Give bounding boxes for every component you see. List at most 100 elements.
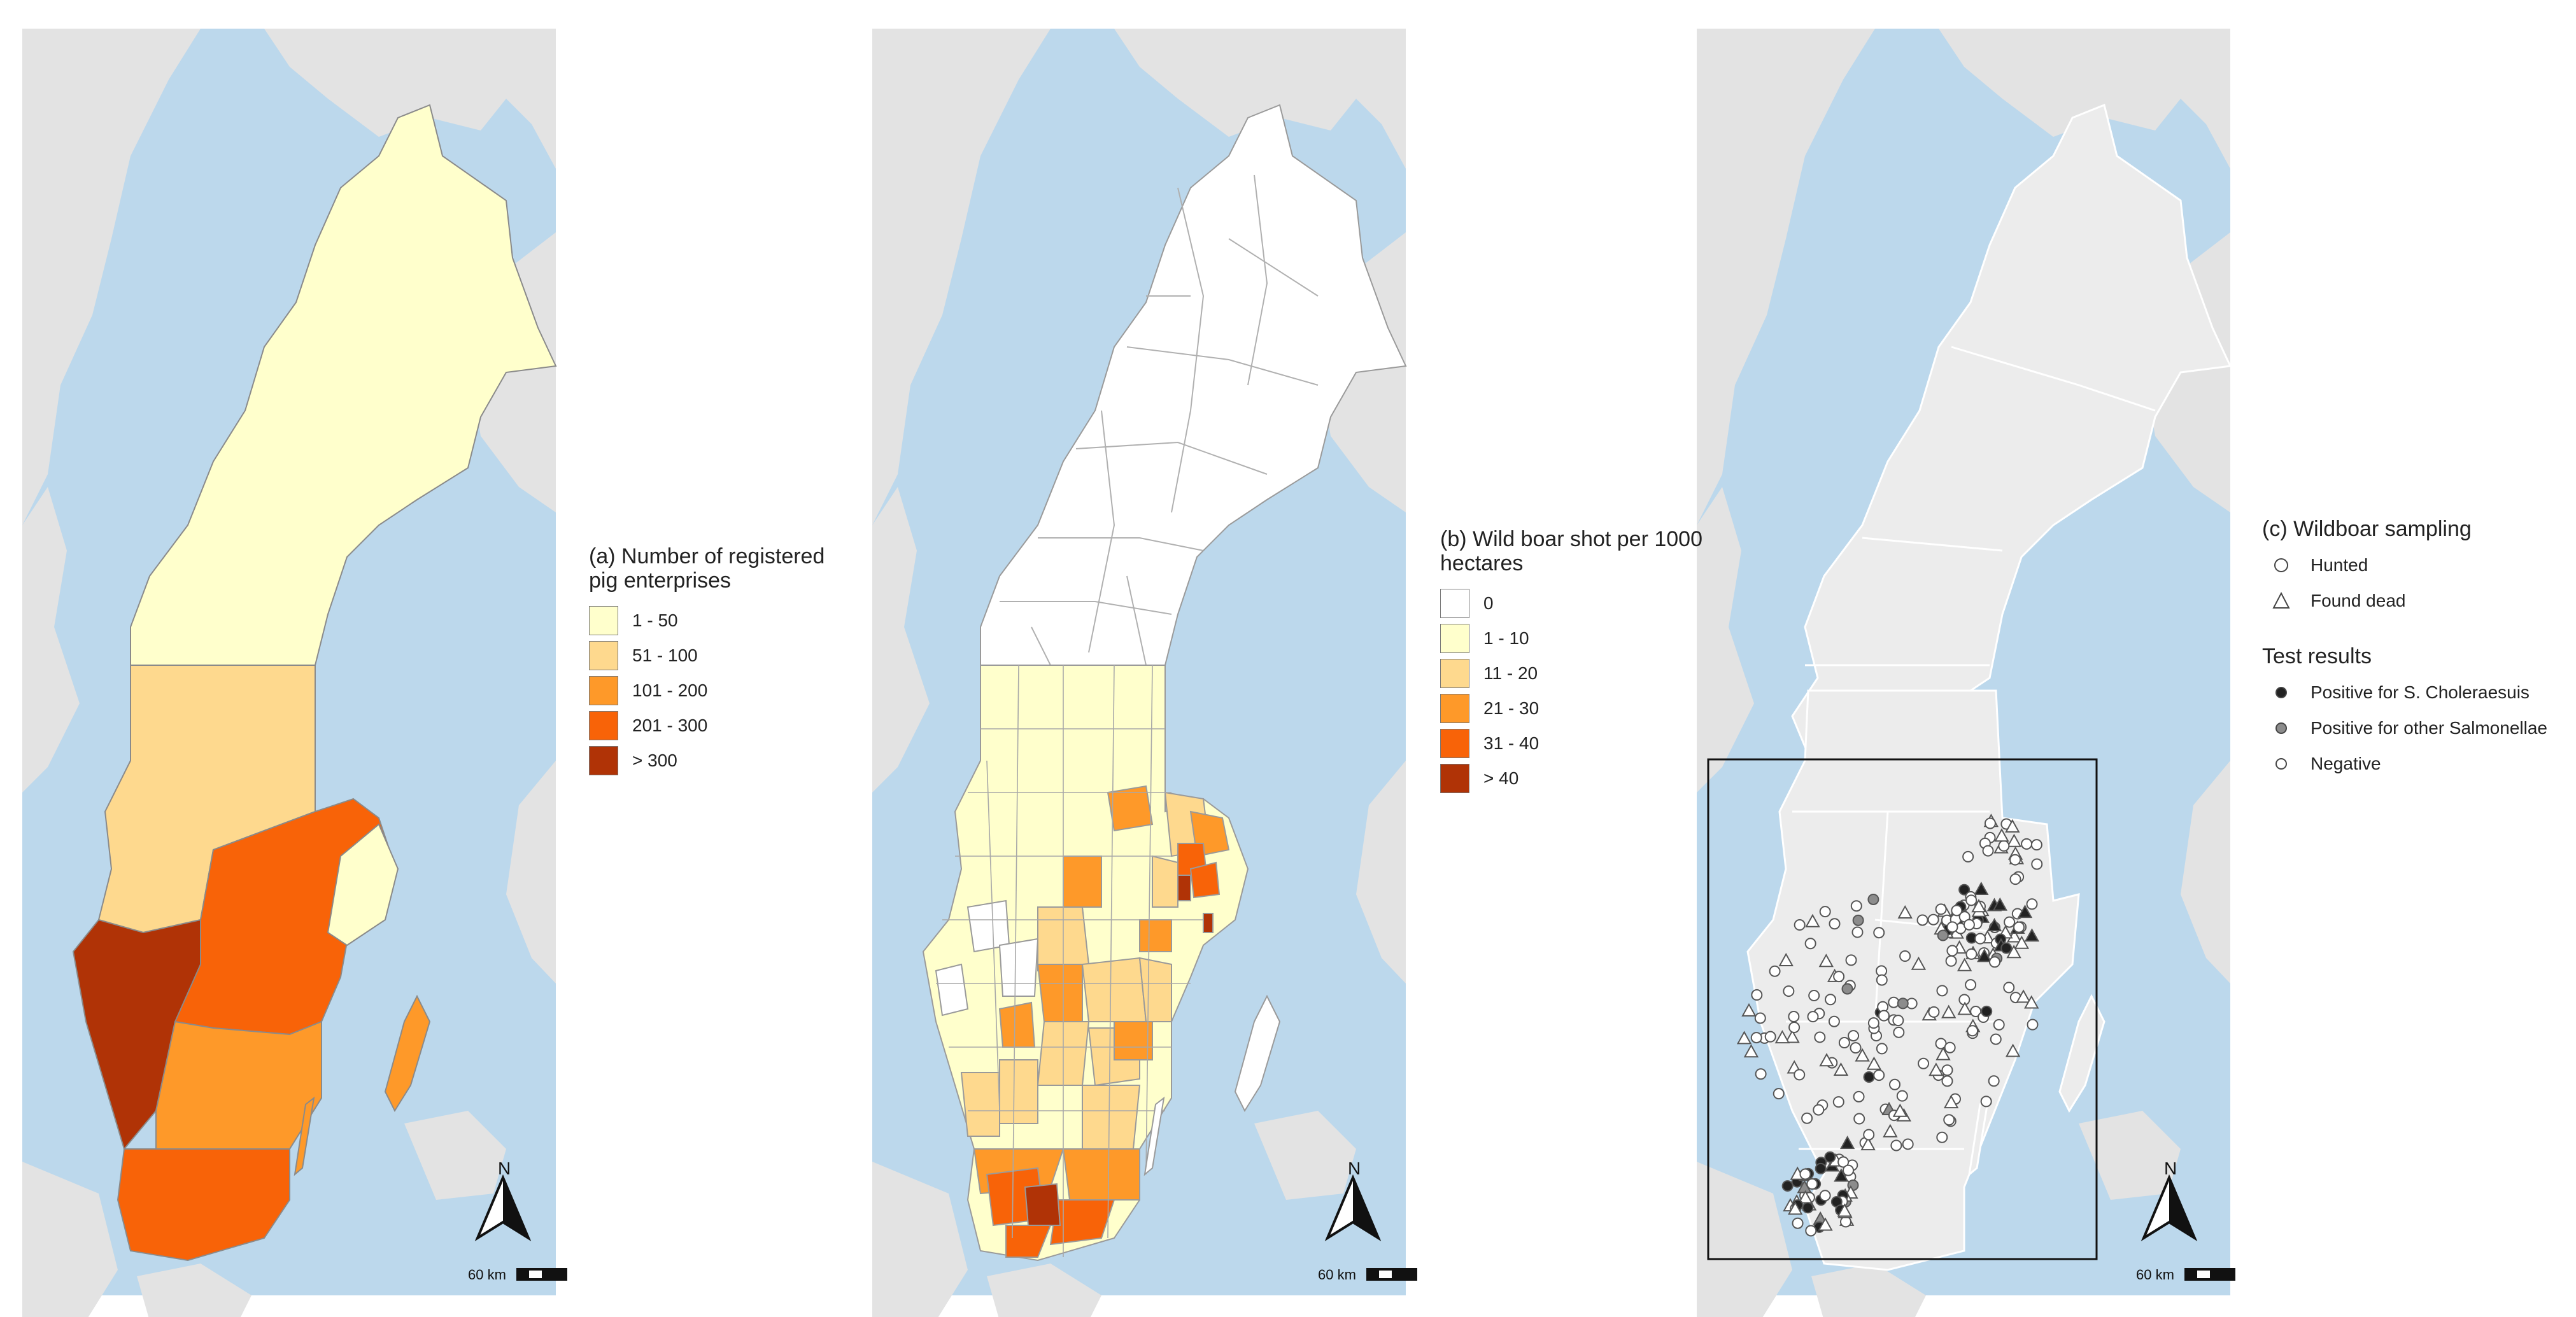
found-dead-marker bbox=[2017, 905, 2033, 919]
hunted-marker bbox=[1936, 985, 1948, 997]
legend-label: Positive for S. Choleraesuis bbox=[2311, 682, 2530, 702]
found-dead-marker bbox=[1736, 1031, 1752, 1045]
hunted-marker bbox=[1829, 918, 1841, 930]
hunted-marker bbox=[2031, 858, 2043, 870]
hunted-marker bbox=[1876, 974, 1888, 986]
hunted-marker bbox=[1958, 884, 1971, 896]
result-dot-icon bbox=[2262, 754, 2300, 773]
hunted-marker bbox=[1769, 965, 1781, 977]
found-dead-marker bbox=[1986, 918, 2002, 932]
found-dead-marker bbox=[1936, 1046, 1951, 1060]
legend-a: (a) Number of registered pig enterprises… bbox=[589, 544, 856, 778]
hunted-marker bbox=[2003, 982, 2015, 994]
hunted-marker bbox=[1993, 1018, 2005, 1031]
found-dead-marker bbox=[1778, 952, 1794, 966]
hunted-marker bbox=[1928, 1006, 1940, 1018]
region-gotland bbox=[2058, 994, 2105, 1113]
hunted-marker bbox=[1981, 1005, 1993, 1017]
found-dead-marker bbox=[1928, 1062, 1944, 1076]
hunted-marker bbox=[1965, 894, 1978, 906]
north-label: N bbox=[1348, 1159, 1361, 1178]
found-dead-marker bbox=[1957, 957, 1972, 971]
hunted-marker bbox=[1806, 1178, 1818, 1190]
found-dead-marker bbox=[1883, 1123, 1898, 1137]
hunted-marker bbox=[1943, 1114, 1955, 1126]
hunted-marker bbox=[1873, 927, 1885, 939]
hunted-marker bbox=[1984, 817, 1996, 829]
north-label: N bbox=[2164, 1159, 2177, 1178]
hunted-marker bbox=[1805, 1225, 1817, 1237]
hunted-marker bbox=[1982, 845, 1994, 857]
north-arrow: N bbox=[2141, 1159, 2198, 1242]
map-panel-a: N 60 km bbox=[22, 29, 567, 1317]
north-arrow: N bbox=[1324, 1159, 1382, 1242]
hunted-marker bbox=[1962, 850, 1974, 863]
legend-label: > 300 bbox=[632, 750, 677, 770]
hunted-marker bbox=[1935, 903, 1947, 915]
hunted-marker bbox=[1927, 913, 1939, 926]
legend-item: 51 - 100 bbox=[589, 638, 856, 673]
hunted-marker bbox=[1974, 933, 1986, 945]
hunted-marker bbox=[1902, 1138, 1914, 1150]
found-dead-marker bbox=[1741, 1003, 1757, 1017]
hunted-marker bbox=[1970, 1006, 1982, 1018]
found-dead-marker bbox=[1897, 905, 1913, 919]
region-oland bbox=[1143, 1096, 1165, 1176]
found-dead-marker bbox=[1941, 1004, 1957, 1018]
hunted-marker bbox=[1828, 1015, 1840, 1027]
legend-item: Hunted bbox=[2262, 547, 2547, 583]
map-panel-b: N 60 km bbox=[872, 29, 1417, 1317]
found-dead-marker bbox=[2016, 989, 2031, 1003]
legend-label: 0 bbox=[1483, 593, 1494, 613]
hunted-marker bbox=[1794, 1069, 1806, 1081]
sample-points bbox=[1736, 813, 2043, 1237]
legend-b-items: 0 1 - 10 11 - 20 21 - 30 31 - 40 > 40 bbox=[1440, 586, 1708, 796]
hunted-marker bbox=[1783, 985, 1795, 997]
hunted-marker bbox=[2004, 916, 2016, 928]
hunted-marker bbox=[1892, 1015, 1904, 1027]
legend-item: Positive for other Salmonellae bbox=[2262, 710, 2547, 746]
legend-a-title: (a) Number of registered pig enterprises bbox=[589, 544, 825, 593]
hunted-marker bbox=[1801, 1112, 1813, 1124]
municipality-lines-south bbox=[936, 665, 1203, 1257]
hunted-marker bbox=[1951, 905, 1963, 917]
hunted-marker bbox=[1848, 1030, 1860, 1042]
legend-c-results-title: Test results bbox=[2262, 644, 2372, 668]
result-dot-icon bbox=[2262, 683, 2300, 702]
scale-label: 60 km bbox=[2136, 1267, 2174, 1283]
hunted-marker bbox=[1824, 1151, 1836, 1163]
hunted-marker bbox=[1944, 1041, 1956, 1053]
legend-item: 101 - 200 bbox=[589, 673, 856, 708]
hunted-marker bbox=[1833, 971, 1845, 983]
hunted-marker bbox=[1980, 1095, 1992, 1108]
north-label: N bbox=[498, 1159, 511, 1178]
hunted-marker bbox=[1755, 1068, 1767, 1080]
hunted-marker bbox=[1889, 1078, 1901, 1090]
study-area-frame bbox=[1707, 758, 2098, 1260]
hunted-marker bbox=[1867, 1017, 1879, 1029]
legend-label: > 40 bbox=[1483, 768, 1519, 788]
found-dead-marker bbox=[2005, 819, 2020, 833]
zero-patches bbox=[935, 899, 1039, 1017]
hunted-marker bbox=[1837, 1156, 1850, 1168]
hunted-marker bbox=[1965, 948, 1978, 960]
hunted-marker bbox=[1819, 906, 1831, 918]
legend-swatch bbox=[1440, 763, 1469, 793]
hunted-marker bbox=[1918, 1057, 1930, 1069]
municipality-lines-north bbox=[1000, 174, 1319, 666]
hunted-marker bbox=[1815, 1162, 1827, 1174]
found-dead-marker bbox=[1860, 1137, 1876, 1151]
legend-swatch bbox=[589, 605, 618, 635]
legend-item: > 40 bbox=[1440, 761, 1708, 796]
hunted-marker bbox=[1841, 983, 1853, 995]
hunted-marker bbox=[2027, 1018, 2039, 1031]
hunted-marker bbox=[1813, 1104, 1825, 1116]
found-dead-marker bbox=[1818, 954, 1834, 968]
hunted-marker bbox=[1937, 929, 1949, 941]
hunted-marker bbox=[1988, 1075, 2000, 1087]
found-dead-marker bbox=[2024, 928, 2040, 942]
legend-item: 31 - 40 bbox=[1440, 726, 1708, 761]
scale-label: 60 km bbox=[1318, 1267, 1356, 1283]
hunted-marker bbox=[1814, 1031, 1826, 1043]
